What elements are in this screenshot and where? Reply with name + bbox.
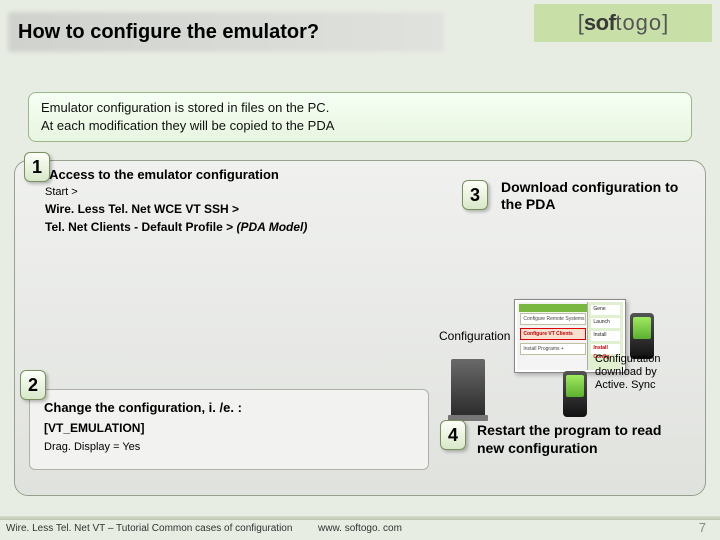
step2-line1: [VT_EMULATION]	[44, 421, 414, 435]
step2-title: Change the configuration, i. /e. :	[44, 400, 414, 415]
pc-icon	[451, 359, 485, 417]
mini-window-titlebar	[519, 304, 587, 312]
logo: [softogo]	[534, 4, 712, 42]
footer-page-number: 7	[699, 520, 706, 535]
step2-line2: Drag. Display = Yes	[44, 441, 414, 453]
banner-line-1: Emulator configuration is stored in file…	[41, 99, 679, 117]
mw-right-row: Launch	[591, 318, 620, 328]
main-panel: • Access to the emulator configuration S…	[14, 160, 706, 496]
mw-left-row-highlight: Configure VT Clients	[520, 328, 586, 340]
mw-right-row: Gene	[591, 305, 620, 315]
step-badge-2: 2	[20, 370, 46, 400]
step1-path2: Wire. Less Tel. Net WCE VT SSH >	[45, 202, 425, 216]
step1-title: Access to the emulator configuration	[49, 167, 279, 182]
config-label: Configuration	[439, 329, 510, 343]
footer: Wire. Less Tel. Net VT – Tutorial Common…	[0, 516, 720, 536]
page-title: How to configure the emulator?	[8, 21, 319, 44]
banner-line-2: At each modification they will be copied…	[41, 117, 679, 135]
logo-bold: sof	[584, 10, 616, 36]
activesync-label: Configuration download by Active. Sync	[595, 353, 687, 393]
info-banner: Emulator configuration is stored in file…	[28, 92, 692, 142]
logo-bracket-right: ]	[662, 10, 668, 36]
step-badge-3: 3	[462, 180, 488, 210]
step1-path1: Start >	[45, 186, 425, 198]
step-badge-4: 4	[440, 420, 466, 450]
logo-light: togo	[615, 10, 662, 36]
mw-right-row: Install	[591, 331, 620, 341]
step1-content: • Access to the emulator configuration S…	[45, 167, 425, 238]
mw-left-row: Configure Remote Systems	[520, 313, 586, 325]
pda-icon	[563, 371, 587, 417]
footer-divider	[0, 516, 720, 520]
step4-title: Restart the program to read new configur…	[477, 421, 687, 457]
step2-box: Change the configuration, i. /e. : [VT_E…	[29, 389, 429, 470]
footer-center: www. softogo. com	[0, 523, 720, 534]
mw-left-row: Install Programs + Configuration	[520, 343, 586, 355]
step3-title: Download configuration to the PDA	[501, 179, 691, 213]
step1-path3a: Tel. Net Clients - Default Profile >	[45, 220, 236, 234]
step1-path3b: (PDA Model)	[236, 220, 307, 234]
pc-activesync-group	[451, 359, 587, 417]
step-badge-1: 1	[24, 152, 50, 182]
